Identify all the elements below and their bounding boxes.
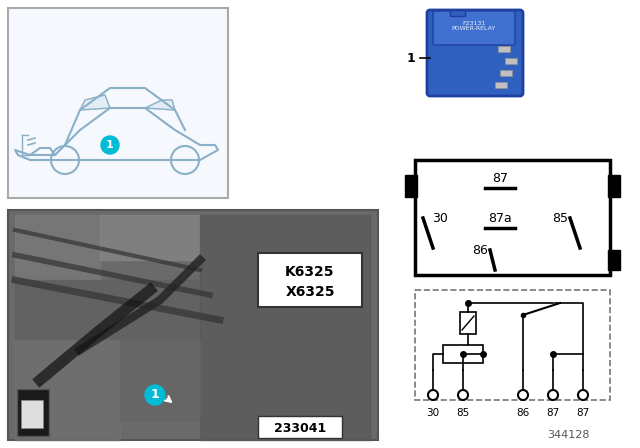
Bar xyxy=(8,210,378,440)
Polygon shape xyxy=(200,215,370,440)
Text: 1: 1 xyxy=(106,140,114,150)
Polygon shape xyxy=(15,215,100,280)
Text: 30: 30 xyxy=(426,408,440,418)
FancyBboxPatch shape xyxy=(258,253,362,307)
Circle shape xyxy=(101,136,119,154)
Circle shape xyxy=(145,385,165,405)
Polygon shape xyxy=(100,215,200,260)
Text: 87: 87 xyxy=(547,408,559,418)
Text: K6325: K6325 xyxy=(285,265,335,279)
Text: 87: 87 xyxy=(577,408,589,418)
Text: 1: 1 xyxy=(150,388,159,401)
Bar xyxy=(405,175,417,197)
Bar xyxy=(450,10,465,16)
FancyBboxPatch shape xyxy=(258,416,342,438)
Polygon shape xyxy=(15,340,120,440)
Text: F23131
POWER-RELAY: F23131 POWER-RELAY xyxy=(452,21,496,31)
FancyBboxPatch shape xyxy=(427,10,523,96)
Text: 30: 30 xyxy=(432,211,448,224)
Text: 86: 86 xyxy=(472,244,488,257)
Text: X6325: X6325 xyxy=(285,285,335,299)
Bar xyxy=(415,160,610,275)
Text: 87: 87 xyxy=(492,172,508,185)
Text: 85: 85 xyxy=(552,211,568,224)
Polygon shape xyxy=(15,280,200,340)
FancyBboxPatch shape xyxy=(433,11,515,45)
Bar xyxy=(498,46,510,52)
Text: 87a: 87a xyxy=(488,211,512,224)
Bar xyxy=(608,175,620,197)
Text: 86: 86 xyxy=(516,408,530,418)
Polygon shape xyxy=(145,100,175,110)
Bar xyxy=(443,345,483,363)
Bar xyxy=(8,8,228,198)
Bar xyxy=(608,250,620,270)
Text: 344128: 344128 xyxy=(547,430,590,440)
Bar xyxy=(460,312,476,334)
Polygon shape xyxy=(120,340,200,420)
Polygon shape xyxy=(80,95,110,110)
Bar xyxy=(495,82,507,88)
Text: 1: 1 xyxy=(406,52,415,65)
FancyBboxPatch shape xyxy=(17,389,49,436)
Text: 85: 85 xyxy=(456,408,470,418)
FancyBboxPatch shape xyxy=(21,400,43,428)
Bar xyxy=(505,58,517,64)
Bar xyxy=(500,70,512,76)
Text: 233041: 233041 xyxy=(274,422,326,435)
